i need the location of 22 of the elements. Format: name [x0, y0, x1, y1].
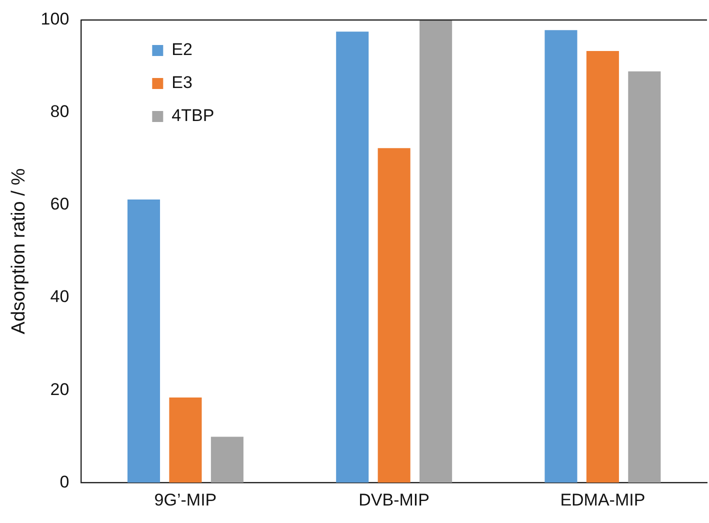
bar	[169, 397, 202, 483]
x-tick-label: EDMA-MIP	[560, 490, 646, 510]
bar	[210, 436, 244, 483]
legend-label: E2	[172, 40, 192, 60]
legend-label: 4TBP	[172, 106, 214, 126]
y-tick-label: 20	[50, 380, 70, 399]
legend-label: E3	[172, 73, 192, 92]
y-tick-label: 0	[60, 472, 70, 492]
y-tick-label: 100	[40, 10, 70, 29]
x-tick-label: 9G’-MIP	[154, 490, 217, 510]
y-tick-label: 80	[50, 102, 70, 122]
x-tick-label: DVB-MIP	[358, 490, 430, 510]
bar	[378, 148, 410, 483]
bar	[336, 32, 369, 483]
y-tick-label: 40	[50, 287, 70, 306]
bar	[420, 20, 452, 483]
bar	[127, 199, 160, 483]
bar	[544, 30, 578, 483]
y-tick-label: 60	[50, 194, 70, 214]
y-axis-title: Adsorption ratio / %	[8, 168, 30, 334]
bar	[586, 50, 619, 483]
bar	[628, 71, 661, 483]
